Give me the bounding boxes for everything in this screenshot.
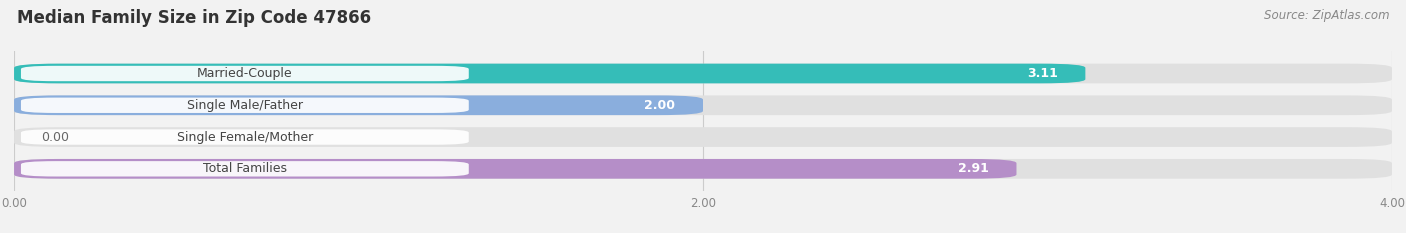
Text: 0.00: 0.00 bbox=[42, 130, 70, 144]
FancyBboxPatch shape bbox=[14, 96, 703, 115]
FancyBboxPatch shape bbox=[14, 64, 1392, 83]
Text: 2.00: 2.00 bbox=[644, 99, 675, 112]
FancyBboxPatch shape bbox=[21, 66, 468, 81]
FancyBboxPatch shape bbox=[21, 161, 468, 177]
Text: 3.11: 3.11 bbox=[1026, 67, 1057, 80]
Text: 2.91: 2.91 bbox=[957, 162, 988, 175]
Text: Total Families: Total Families bbox=[202, 162, 287, 175]
Text: Median Family Size in Zip Code 47866: Median Family Size in Zip Code 47866 bbox=[17, 9, 371, 27]
FancyBboxPatch shape bbox=[14, 96, 1392, 115]
FancyBboxPatch shape bbox=[21, 98, 468, 113]
FancyBboxPatch shape bbox=[14, 159, 1392, 179]
Text: Married-Couple: Married-Couple bbox=[197, 67, 292, 80]
FancyBboxPatch shape bbox=[14, 159, 1017, 179]
FancyBboxPatch shape bbox=[21, 129, 468, 145]
FancyBboxPatch shape bbox=[14, 127, 1392, 147]
Text: Single Female/Mother: Single Female/Mother bbox=[177, 130, 314, 144]
FancyBboxPatch shape bbox=[14, 64, 1085, 83]
Text: Single Male/Father: Single Male/Father bbox=[187, 99, 302, 112]
Text: Source: ZipAtlas.com: Source: ZipAtlas.com bbox=[1264, 9, 1389, 22]
